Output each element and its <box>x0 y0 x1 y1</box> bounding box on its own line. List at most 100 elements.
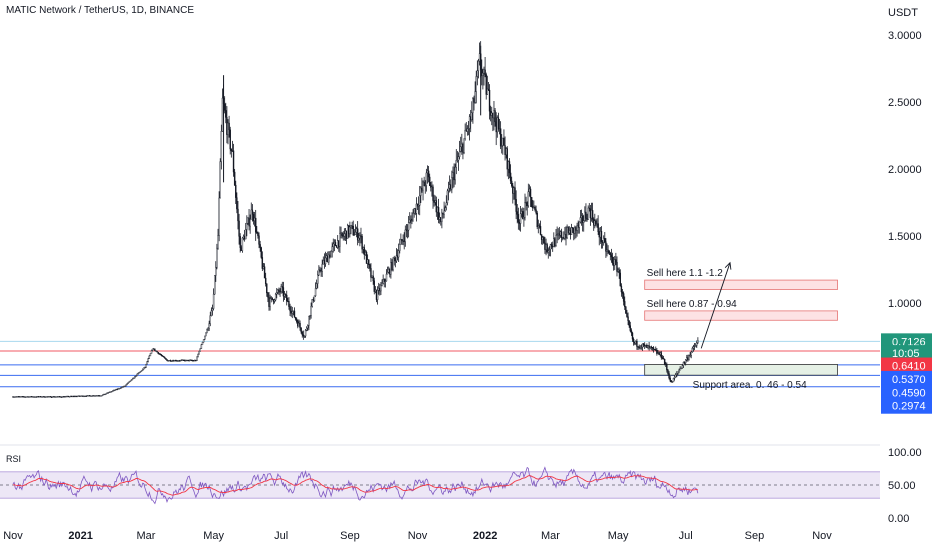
candle-body <box>250 209 252 220</box>
candle-body <box>59 396 62 398</box>
candle-body <box>28 396 31 398</box>
time-axis[interactable]: Nov 2021 Mar May Jul Sep Nov 2022 Mar May Jul Sep No… <box>3 530 832 542</box>
candle-body <box>232 150 235 173</box>
candle-body <box>46 396 49 398</box>
candle-body <box>102 394 104 396</box>
candle-body <box>31 396 33 398</box>
candle-body <box>557 233 559 235</box>
candle-body <box>353 234 356 236</box>
candle-body <box>323 260 326 265</box>
zone-rect[interactable] <box>644 279 838 290</box>
candle-body <box>364 252 367 256</box>
candle-body <box>23 396 25 398</box>
candle-body <box>61 396 63 398</box>
candle-body <box>501 145 503 147</box>
candle-body <box>616 261 618 272</box>
candle-body <box>300 327 302 333</box>
candle-body <box>53 396 55 398</box>
candle-body <box>365 252 368 264</box>
candle-body <box>136 373 138 377</box>
candle-body <box>164 357 166 359</box>
candle-body <box>78 395 81 397</box>
candle-body <box>587 207 589 220</box>
candle-body <box>601 241 604 243</box>
candle-body <box>430 185 432 188</box>
candle-body <box>192 360 195 362</box>
candle-body <box>488 89 491 112</box>
candle-body <box>481 69 483 76</box>
candle-body <box>436 207 439 213</box>
candle-body <box>172 360 175 362</box>
candle-body <box>56 396 59 398</box>
candle-body <box>630 330 633 334</box>
candle-body <box>368 259 370 265</box>
candle-body <box>185 359 187 362</box>
candle-body <box>516 211 518 215</box>
candle-body <box>106 392 108 394</box>
candle-body <box>399 244 401 251</box>
candle-body <box>124 385 126 387</box>
candle-body <box>271 297 274 300</box>
candle-body <box>112 390 114 392</box>
candle-body <box>209 315 211 324</box>
rsi-tick-label: 100.00 <box>888 447 922 459</box>
candle-body <box>131 378 134 380</box>
candle-body <box>144 367 146 369</box>
candle-body <box>186 359 188 362</box>
candle-body <box>337 240 339 248</box>
candle-body <box>467 128 470 130</box>
candle-body <box>169 360 172 362</box>
candle-body <box>620 285 623 293</box>
candle-body <box>628 320 630 326</box>
rsi-pane[interactable]: RSI 100.00 50.00 0.00 <box>0 447 922 525</box>
zone-rect[interactable] <box>644 310 838 321</box>
candle-body <box>524 202 526 218</box>
candle-body <box>118 388 121 390</box>
candle-body <box>460 146 462 152</box>
candle-body <box>676 373 678 375</box>
candle-body <box>533 207 535 209</box>
chart-title: MATIC Network / TetherUS, 1D, BINANCE <box>6 5 194 16</box>
price-axis[interactable]: 3.0000 2.5000 2.0000 1.5000 1.0000 <box>888 30 922 310</box>
candle-body <box>498 128 501 130</box>
candle-body <box>12 396 14 398</box>
candle-body <box>547 250 549 253</box>
candle-body <box>453 172 455 181</box>
candle-body <box>45 396 47 398</box>
candle-body <box>612 262 615 266</box>
candle-body <box>647 345 649 349</box>
candle-body <box>571 227 574 229</box>
candle-body <box>545 244 547 250</box>
candle-body <box>537 225 539 228</box>
candle-body <box>167 360 169 362</box>
candle-body <box>261 257 264 269</box>
candle-body <box>128 381 131 383</box>
candle-body <box>277 289 279 293</box>
candle-body <box>154 348 156 351</box>
candle-body <box>448 184 451 189</box>
candle-body <box>221 97 224 132</box>
candle-body <box>608 251 610 254</box>
candle-body <box>502 137 504 146</box>
candle-body <box>402 240 404 242</box>
candle-body <box>593 219 595 226</box>
candle-body <box>510 180 513 186</box>
candle-body <box>27 396 30 398</box>
candle-body <box>42 396 44 398</box>
candle-body <box>283 294 286 297</box>
candle-body <box>420 187 422 196</box>
time-tick-label: 2021 <box>68 530 92 542</box>
rsi-title: RSI <box>6 454 21 464</box>
candle-body <box>360 235 362 237</box>
candle-body <box>330 250 332 258</box>
candle-body <box>242 236 245 239</box>
candle-body <box>149 353 152 357</box>
candle-body <box>207 327 209 330</box>
candle-body <box>432 186 434 201</box>
candle-body <box>588 207 590 209</box>
candle-body <box>178 360 180 362</box>
zone-rect[interactable] <box>644 364 838 376</box>
price-tick-label: 1.5000 <box>888 231 922 243</box>
candle-body <box>520 211 523 214</box>
